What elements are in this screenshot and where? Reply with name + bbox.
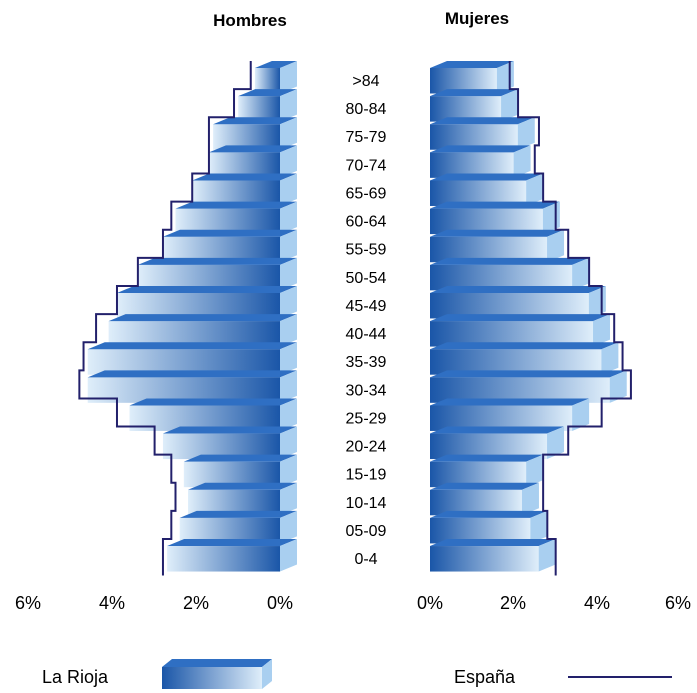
bar-mujeres-65-69 [430, 173, 544, 206]
bar-hombres-45-49 [116, 285, 297, 319]
bar-hombres-20-24 [162, 426, 297, 460]
bar-mujeres-0-4 [430, 539, 556, 572]
age-group-labels: >84 80-84 75-79 70-74 65-69 60-64 55-59 50-54 45… [346, 73, 387, 568]
hombres-bars [87, 61, 298, 572]
bar-mujeres-10-14 [430, 482, 539, 516]
bar-mujeres-15-19 [430, 454, 544, 488]
bar-hombres-75-79 [213, 117, 297, 150]
hombres-tick-2: 2% [183, 593, 209, 613]
mujeres-tick-2: 2% [500, 593, 526, 613]
bar-mujeres-50-54 [430, 257, 590, 291]
legend-rioja-swatch [162, 659, 272, 689]
mujeres-bars [430, 61, 627, 572]
bar-hombres-60-64 [175, 201, 297, 235]
age-label-25-29: 25-29 [346, 410, 387, 427]
bar-mujeres-55-59 [430, 229, 565, 263]
bar-hombres-30-34 [87, 370, 297, 403]
bar-hombres-84 [254, 61, 297, 94]
bar-mujeres-45-49 [430, 285, 606, 319]
espana-hombres-line [78, 61, 252, 576]
hombres-tick-4: 4% [99, 593, 125, 613]
mujeres-tick-4: 4% [584, 593, 610, 613]
legend-rioja-label: La Rioja [42, 667, 109, 687]
bar-mujeres-70-74 [430, 145, 531, 178]
bar-mujeres-80-84 [430, 89, 519, 122]
age-label-20-24: 20-24 [346, 439, 387, 456]
hombres-title: Hombres [213, 11, 287, 30]
bar-mujeres-75-79 [430, 117, 535, 150]
bar-mujeres-35-39 [430, 342, 619, 375]
age-label-15-19: 15-19 [346, 467, 387, 484]
mujeres-axis: 0% 2% 4% 6% [417, 593, 691, 613]
age-label-40-44: 40-44 [346, 326, 387, 343]
bar-mujeres-30-34 [430, 370, 627, 403]
bar-hombres-05-09 [179, 510, 297, 544]
age-label-05-09: 05-09 [346, 523, 387, 540]
mujeres-tick-6: 6% [665, 593, 691, 613]
bar-hombres-0-4 [167, 539, 297, 572]
age-label-55-59: 55-59 [346, 242, 387, 259]
age-label-30-34: 30-34 [346, 382, 387, 399]
age-label-84: >84 [352, 73, 379, 90]
age-label-0-4: 0-4 [354, 551, 377, 568]
bar-hombres-40-44 [108, 314, 298, 347]
mujeres-tick-0: 0% [417, 593, 443, 613]
age-label-10-14: 10-14 [346, 495, 387, 512]
bar-mujeres-84 [430, 61, 514, 94]
bar-mujeres-60-64 [430, 201, 560, 235]
age-label-70-74: 70-74 [346, 157, 387, 174]
bar-hombres-35-39 [87, 342, 297, 375]
bar-mujeres-05-09 [430, 510, 548, 544]
age-label-65-69: 65-69 [346, 185, 387, 202]
hombres-axis: 6% 4% 2% 0% [15, 593, 293, 613]
legend: La Rioja España [42, 659, 672, 689]
bar-hombres-50-54 [137, 257, 297, 291]
bar-hombres-10-14 [188, 482, 297, 516]
mujeres-title: Mujeres [445, 9, 509, 28]
hombres-tick-6: 6% [15, 593, 41, 613]
age-label-60-64: 60-64 [346, 214, 387, 231]
age-label-80-84: 80-84 [346, 101, 387, 118]
bar-mujeres-40-44 [430, 314, 611, 347]
bar-hombres-65-69 [192, 173, 297, 206]
legend-espana-label: España [454, 667, 516, 687]
bar-hombres-55-59 [162, 229, 297, 263]
bar-mujeres-25-29 [430, 398, 590, 431]
age-label-45-49: 45-49 [346, 298, 387, 315]
age-label-50-54: 50-54 [346, 270, 387, 287]
bar-hombres-15-19 [183, 454, 297, 488]
espana-mujeres-line [508, 61, 632, 576]
age-label-75-79: 75-79 [346, 129, 387, 146]
hombres-tick-0: 0% [267, 593, 293, 613]
bar-hombres-80-84 [238, 89, 297, 122]
age-label-35-39: 35-39 [346, 354, 387, 371]
bar-hombres-70-74 [208, 145, 297, 178]
